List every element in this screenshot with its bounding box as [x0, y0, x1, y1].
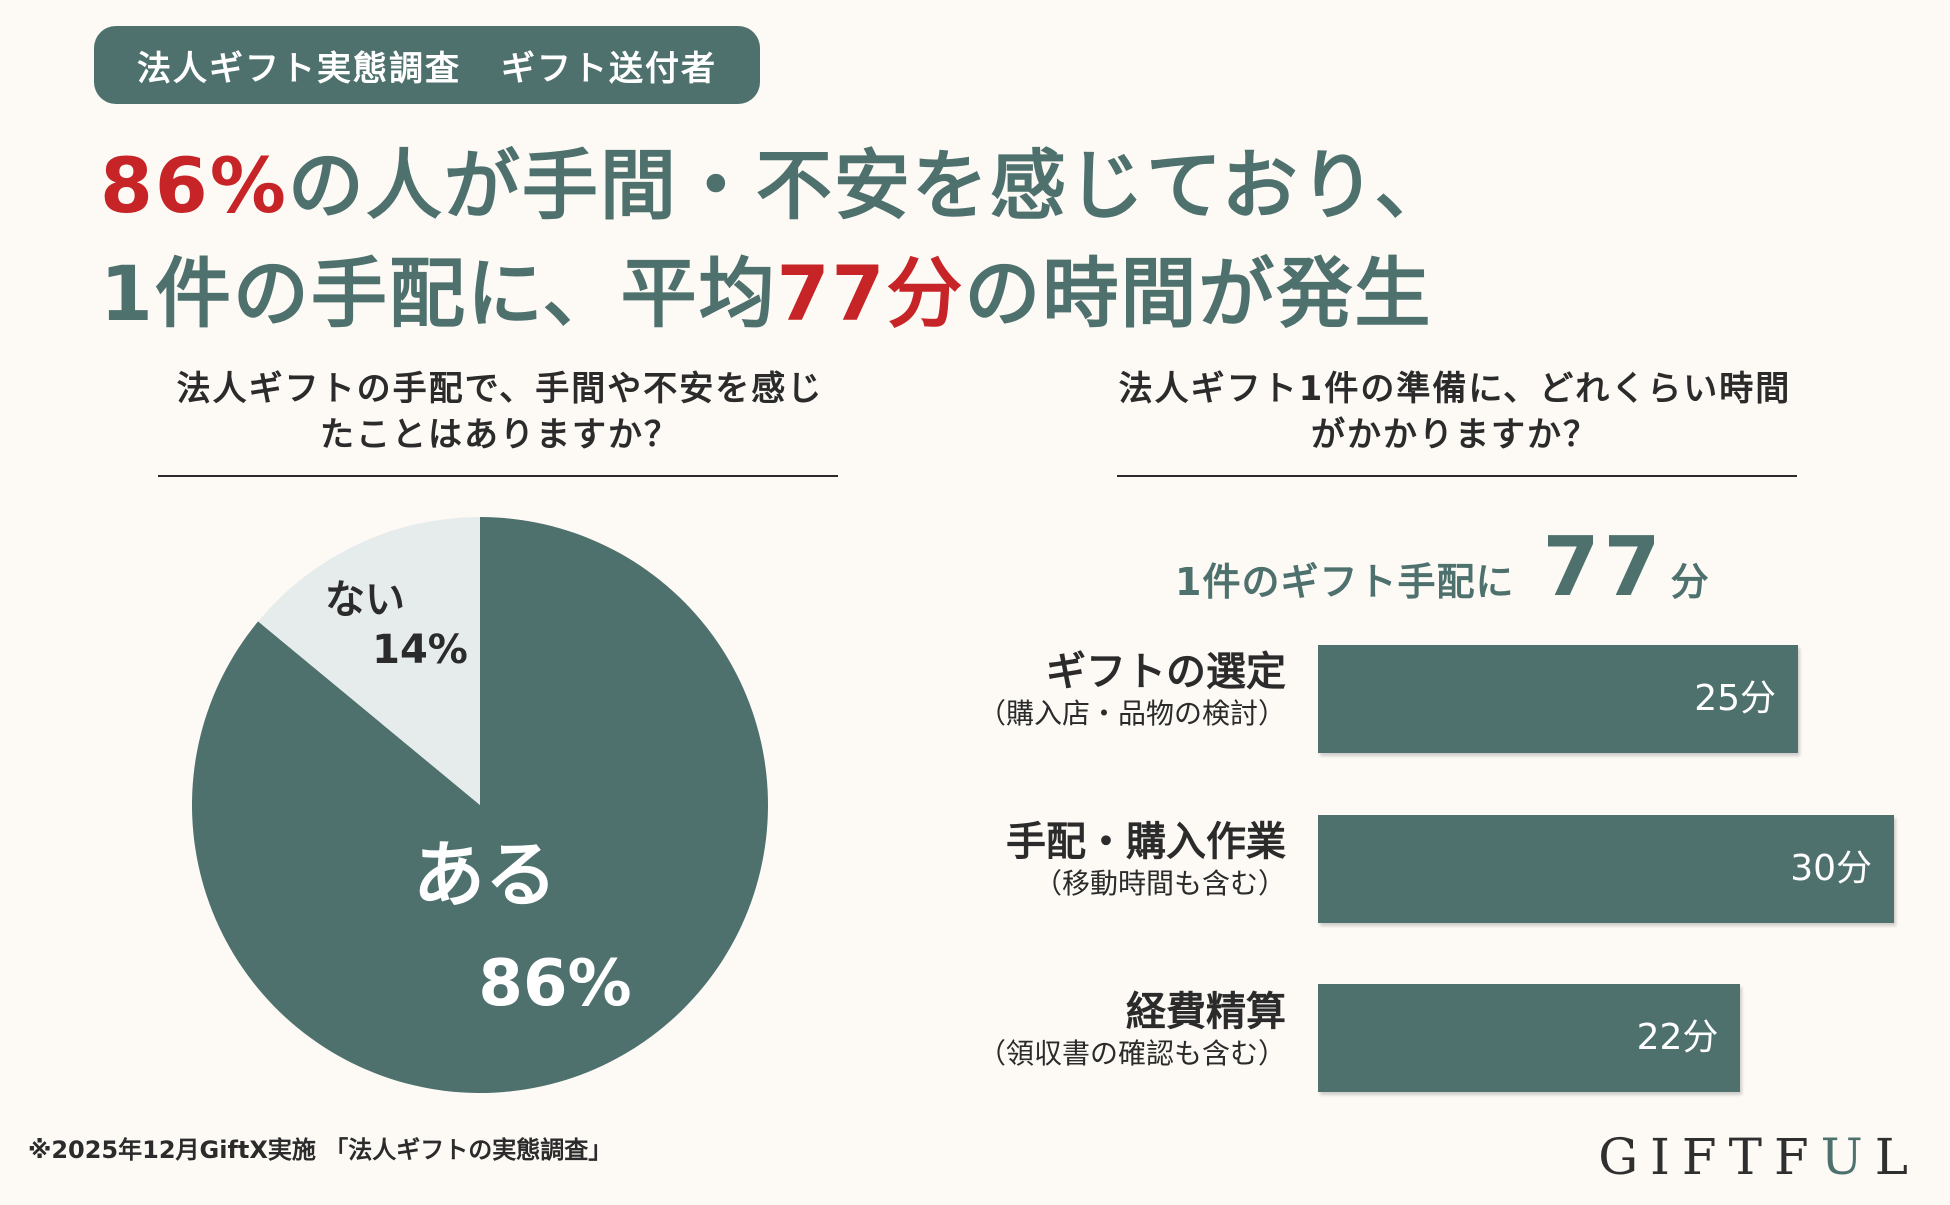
- bar-value-label: 30分: [1790, 848, 1872, 889]
- giftful-logo: GIFTFUL: [1598, 1128, 1920, 1186]
- bar-purchasing: 30分: [1318, 815, 1894, 923]
- pie-label-yes: ある: [413, 833, 557, 917]
- pie-slice-yes: [192, 517, 768, 1093]
- pie-label-no: ない: [325, 577, 405, 623]
- headline-highlight-minutes: 77分: [776, 249, 965, 338]
- total-time-value: 77: [1542, 520, 1665, 615]
- bar-category-note: （領収書の確認も含む）: [977, 1037, 1286, 1070]
- total-time-summary: 1件のギフト手配に 77 分: [1175, 520, 1735, 615]
- bar-category-note: （移動時間も含む）: [1033, 867, 1286, 900]
- pie-chart-question: 法人ギフトの手配で、手間や不安を感じたことはありますか？: [176, 369, 824, 455]
- headline-text-2b: の時間が発生: [964, 249, 1433, 338]
- total-time-label: 1件のギフト手配に: [1175, 560, 1515, 604]
- headline-text-1: の人が手間・不安を感じており、: [287, 141, 1453, 230]
- survey-badge: 法人ギフト実態調査 ギフト送付者: [94, 26, 760, 104]
- bar-label-selection: ギフトの選定 （購入店・品物の検討）: [886, 648, 1286, 732]
- bar-category: 手配・購入作業: [1006, 819, 1286, 865]
- bar-category-note: （購入店・品物の検討）: [977, 697, 1286, 730]
- headline-text-2a: 1件の手配に、平均: [100, 249, 777, 338]
- source-note: ※2025年12月GiftX実施 「法人ギフトの実態調査」: [28, 1136, 613, 1164]
- pie-divider: [158, 475, 838, 477]
- bar-category: ギフトの選定: [1046, 649, 1286, 695]
- pie-value-yes: 86%: [478, 947, 631, 1021]
- bar-chart-question: 法人ギフト1件の準備に、どれくらい時間がかかりますか？: [1118, 369, 1792, 455]
- bar-value-label: 22分: [1636, 1017, 1719, 1058]
- bar-expense: 22分: [1318, 984, 1741, 1092]
- bar-value-label: 25分: [1694, 678, 1776, 719]
- headline-line-1: 86%の人が手間・不安を感じており、: [100, 124, 1453, 234]
- headline-line-2: 1件の手配に、平均77分の時間が発生: [100, 232, 1432, 342]
- badge-sublabel: ギフト送付者: [501, 48, 717, 89]
- pie-value-no: 14%: [372, 627, 468, 673]
- bar-label-expense: 経費精算 （領収書の確認も含む）: [886, 988, 1286, 1072]
- badge-label: 法人ギフト実態調査: [137, 48, 461, 89]
- pie-chart: ある 86% ない 14%: [192, 517, 768, 1093]
- bar-divider: [1117, 475, 1797, 477]
- total-time-unit: 分: [1670, 560, 1709, 604]
- bar-label-purchasing: 手配・購入作業 （移動時間も含む）: [886, 818, 1286, 902]
- headline-highlight-percent: 86%: [100, 141, 288, 230]
- bar-category: 経費精算: [1126, 989, 1286, 1035]
- pie-slice-no: [258, 517, 480, 805]
- bar-selection: 25分: [1318, 645, 1798, 753]
